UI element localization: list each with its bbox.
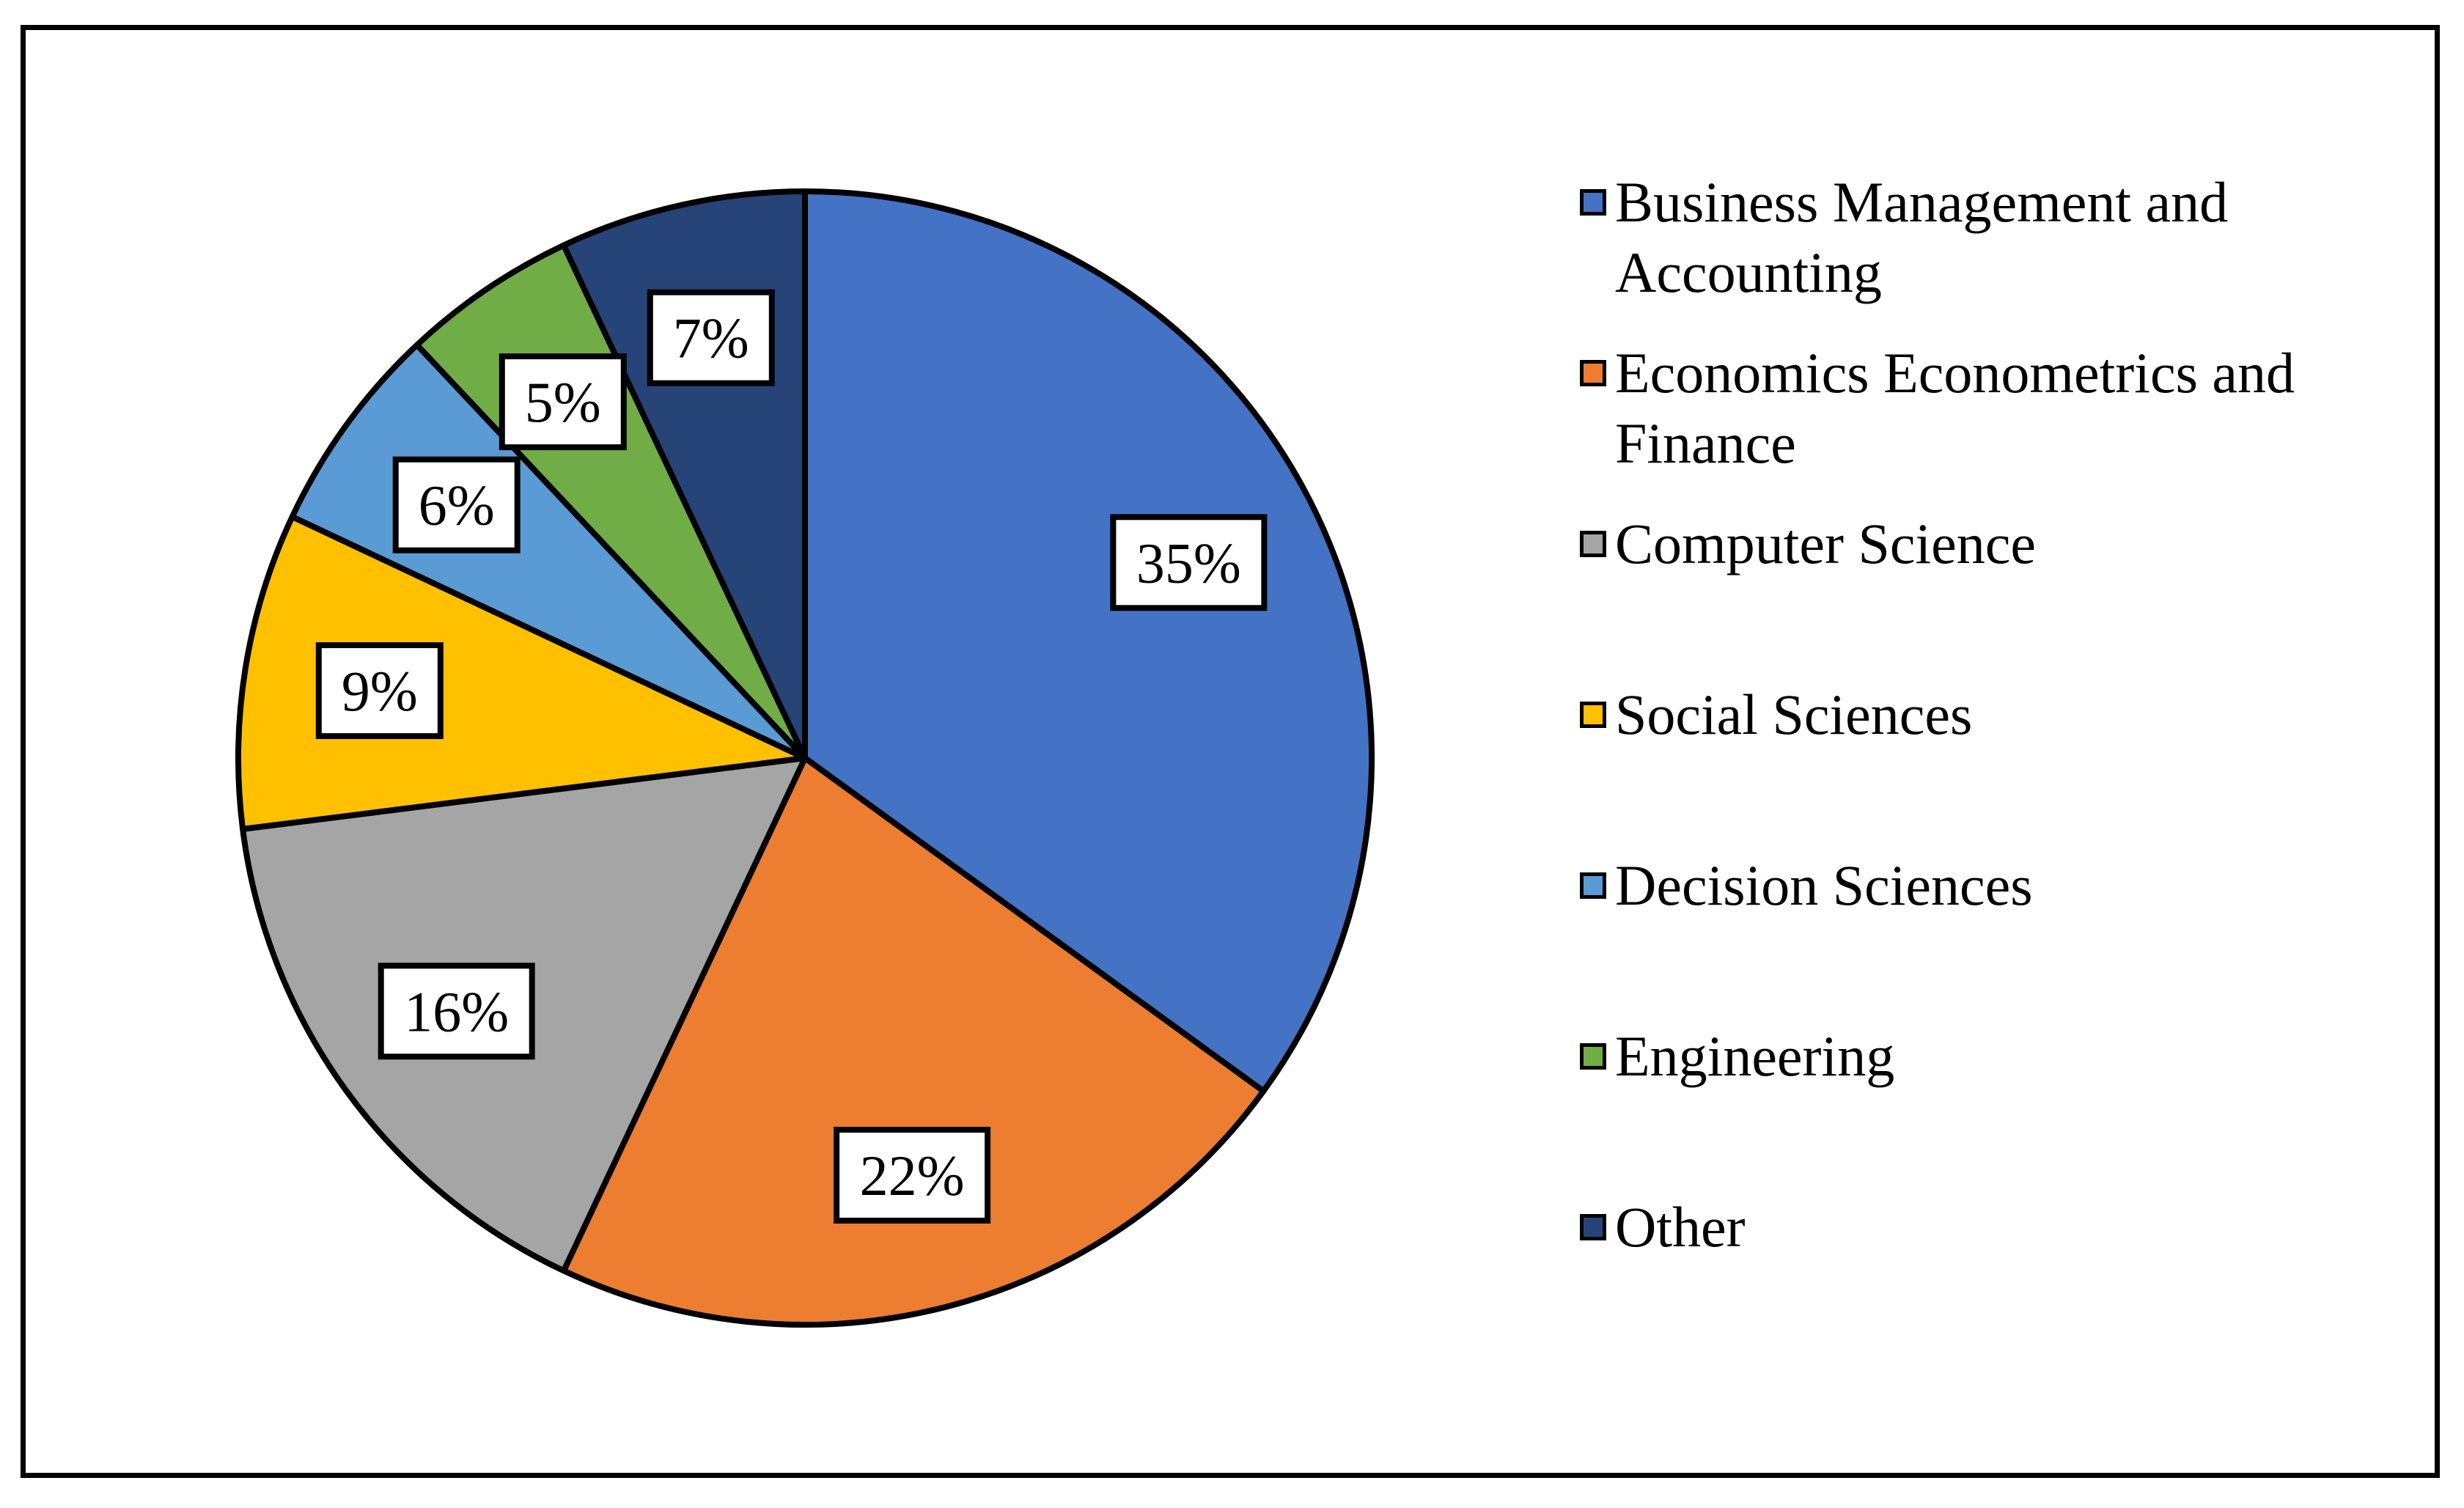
data-label-computer-science: 16% xyxy=(378,963,535,1060)
data-label-box xyxy=(315,642,444,740)
data-label-box xyxy=(378,963,535,1060)
pie-slices xyxy=(235,188,1375,1328)
legend-swatch xyxy=(1580,702,1606,728)
legend-entry: Economics Econometrics and Finance xyxy=(1580,338,2392,479)
legend-swatch xyxy=(1580,360,1606,386)
data-label-box xyxy=(1110,514,1268,611)
data-label-social-sciences: 9% xyxy=(315,642,444,740)
data-label-decision-sciences: 6% xyxy=(392,456,521,553)
pie-slice-decision-sciences xyxy=(289,342,808,761)
data-label-text: 7% xyxy=(673,306,749,370)
data-label-box xyxy=(392,456,521,553)
legend-swatch xyxy=(1580,872,1606,899)
pie-slice-business-management-and-accounting xyxy=(802,188,1375,1095)
data-label-box xyxy=(499,353,627,451)
legend-entry: Decision Sciences xyxy=(1580,850,2392,921)
data-label-text: 6% xyxy=(419,474,495,537)
pie-data-labels: 35% 22% 16% 9% 6% 5% 7% xyxy=(315,289,1268,1224)
legend-swatch xyxy=(1580,1214,1606,1240)
legend-swatch xyxy=(1580,189,1606,216)
legend-entry: Business Management and Accounting xyxy=(1580,167,2392,308)
data-label-box xyxy=(647,289,775,386)
legend-label: Computer Science xyxy=(1615,512,2036,575)
data-label-text: 9% xyxy=(342,659,418,723)
data-label-business-management-and-accounting: 35% xyxy=(1110,514,1268,611)
pie-slice-social-sciences xyxy=(235,513,808,832)
legend-label: Other xyxy=(1615,1195,1746,1259)
data-label-text: 22% xyxy=(860,1144,965,1207)
legend-swatch xyxy=(1580,531,1606,557)
data-label-economics-econometrics-and-finance: 22% xyxy=(834,1127,991,1224)
legend-label: Social Sciences xyxy=(1615,683,1973,746)
legend-label: Decision Sciences xyxy=(1615,853,2033,917)
data-label-box xyxy=(834,1127,991,1224)
legend-swatch xyxy=(1580,1043,1606,1070)
legend-label: Engineering xyxy=(1615,1024,1895,1088)
legend-entry: Engineering xyxy=(1580,1021,2392,1092)
legend-label: Business Management and Accounting xyxy=(1615,170,2229,304)
data-label-engineering: 5% xyxy=(499,353,627,451)
legend-entry: Social Sciences xyxy=(1580,680,2392,750)
legend-entry: Computer Science xyxy=(1580,509,2392,579)
legend-entry: Other xyxy=(1580,1192,2392,1262)
data-label-text: 5% xyxy=(525,370,601,434)
data-label-text: 16% xyxy=(404,979,509,1043)
data-label-text: 35% xyxy=(1136,531,1241,595)
legend-label: Economics Econometrics and Finance xyxy=(1615,341,2295,475)
data-label-other: 7% xyxy=(647,289,775,386)
